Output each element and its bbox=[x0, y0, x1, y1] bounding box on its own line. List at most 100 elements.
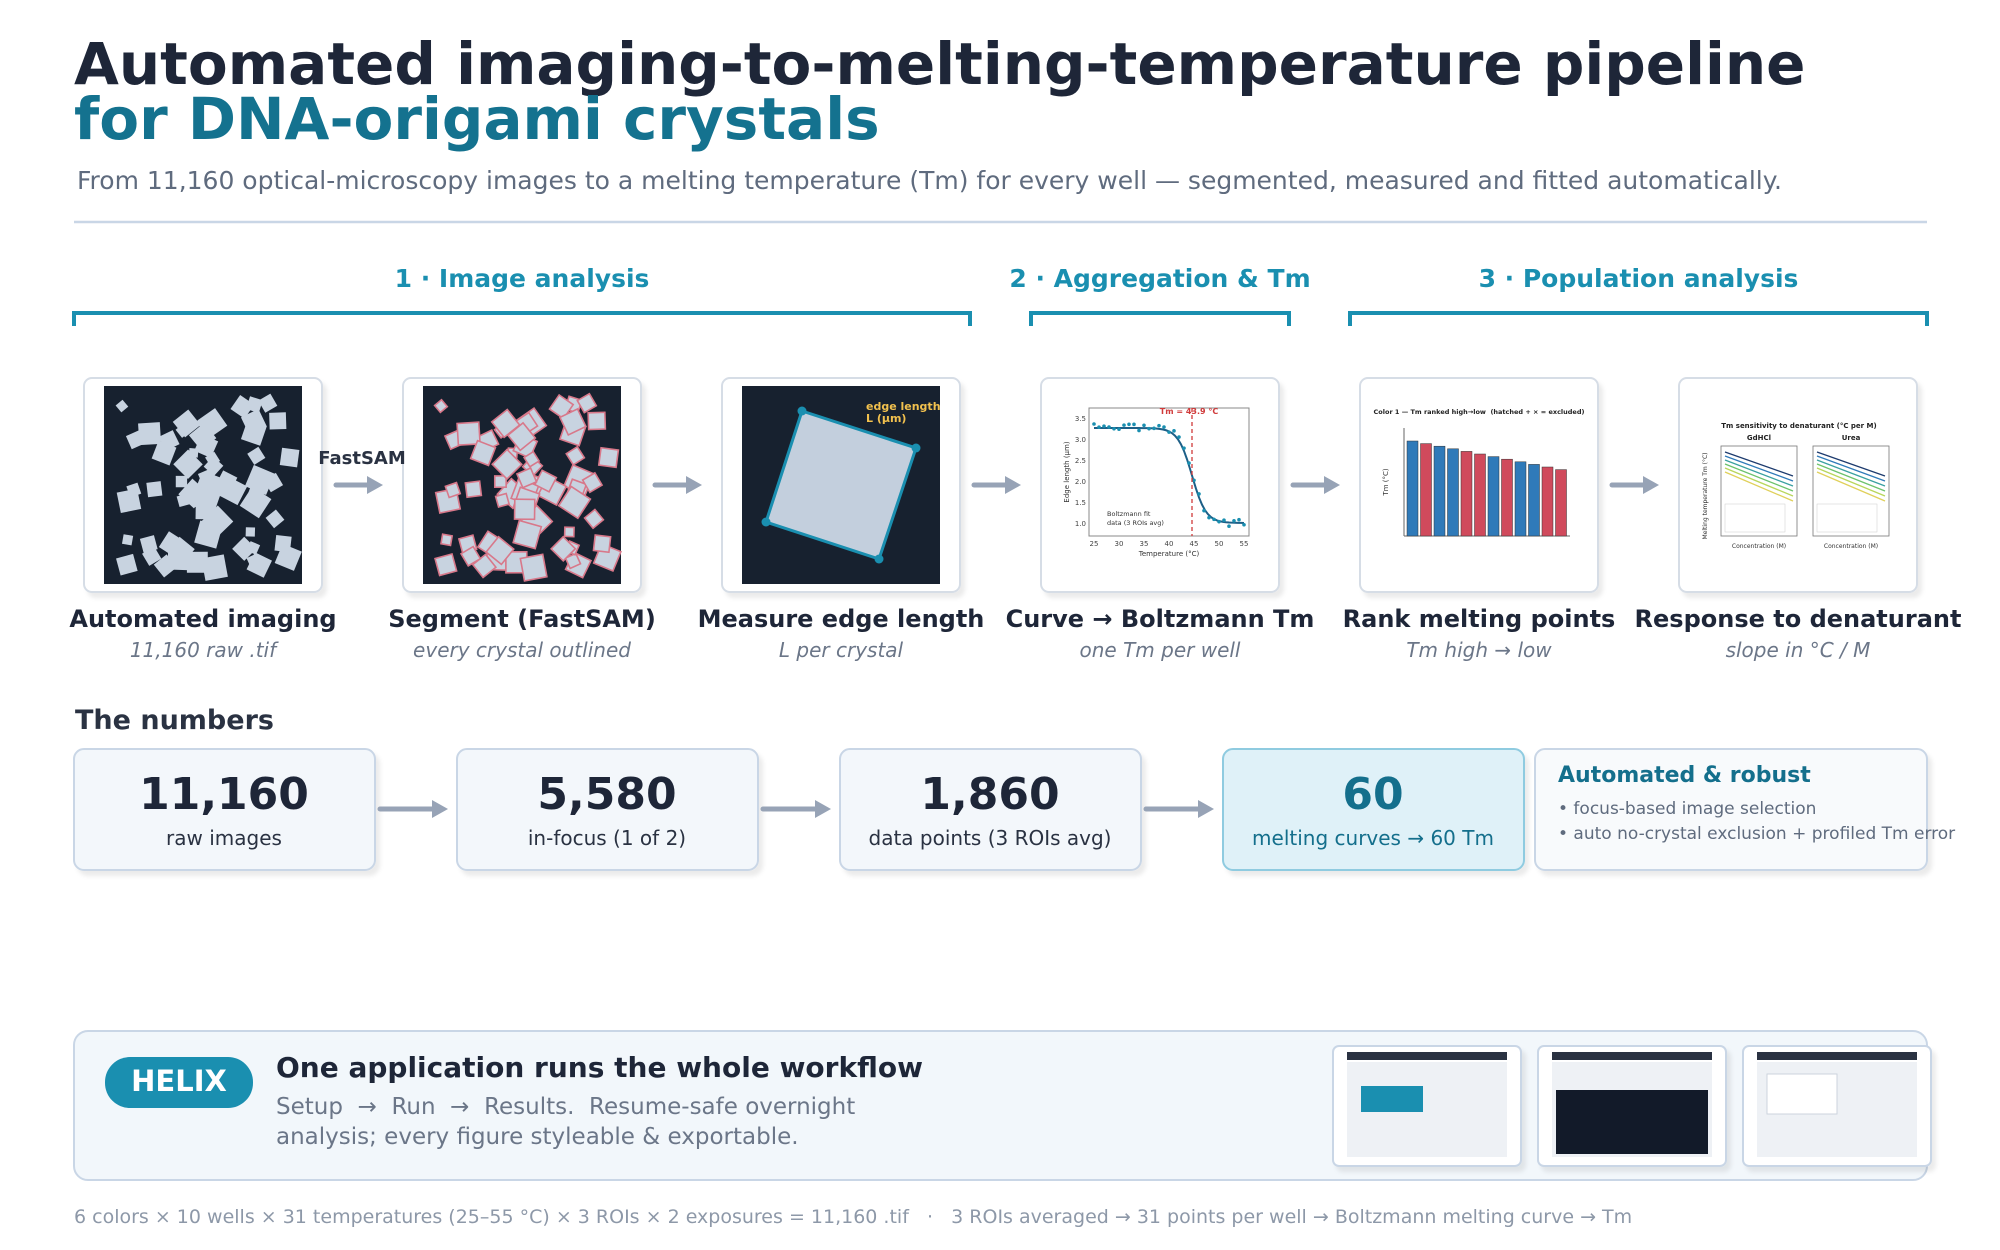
thumb-x-label: Temperature (°C) bbox=[1138, 550, 1200, 558]
section-label: 3 · Population analysis bbox=[1479, 264, 1799, 293]
app-badge-text: HELIX bbox=[131, 1064, 227, 1098]
crystal bbox=[121, 534, 134, 546]
data-dot bbox=[1147, 426, 1151, 431]
data-dot bbox=[1182, 446, 1186, 450]
crystal bbox=[126, 482, 142, 498]
step-caption: one Tm per well bbox=[1080, 638, 1241, 662]
thumb-trend bbox=[1724, 451, 1794, 477]
stat-label: raw images bbox=[166, 826, 282, 850]
thumb-panel: GdHCl bbox=[1747, 434, 1771, 442]
app-text: Setup → Run → Results. Resume-safe overn… bbox=[276, 1094, 855, 1120]
step-title: Response to denaturant bbox=[1635, 605, 1962, 633]
data-dot bbox=[1232, 518, 1236, 523]
crystal bbox=[506, 421, 537, 452]
step-title: Rank melting points bbox=[1343, 605, 1616, 633]
stat-arrow-head bbox=[815, 800, 831, 818]
data-dot bbox=[1227, 524, 1231, 529]
thumb-trend bbox=[1816, 459, 1886, 487]
crystal bbox=[434, 552, 458, 577]
step-card bbox=[1040, 377, 1280, 593]
thumb-tick: 45 bbox=[1190, 540, 1199, 548]
crystal bbox=[557, 485, 592, 520]
thumb-panel: Urea bbox=[1842, 434, 1861, 442]
crystal bbox=[172, 409, 201, 438]
screenshot-header bbox=[1347, 1052, 1507, 1060]
step-card bbox=[1678, 377, 1918, 593]
crystal bbox=[269, 412, 287, 430]
crystal bbox=[491, 448, 523, 481]
step-thumbnail: 25 30 35 40 45 50 55 1.0 1.5 2.0 2.5 3.0 3.5 Tm = 43.… bbox=[1063, 407, 1250, 558]
crystal bbox=[167, 536, 195, 565]
thumb-bar bbox=[1420, 443, 1432, 537]
crystal bbox=[215, 470, 238, 492]
thumb-legend-box bbox=[1816, 503, 1878, 533]
thumb-trend bbox=[1724, 471, 1794, 502]
thumb-title: Tm sensitivity to denaturant (°C per M) bbox=[1721, 422, 1876, 430]
thumb-x-label: Concentration (M) bbox=[1732, 543, 1786, 550]
crystal bbox=[205, 451, 221, 467]
corner-dot bbox=[797, 406, 807, 416]
thumb-trend bbox=[1816, 463, 1886, 492]
app-title: One application runs the whole workflow bbox=[276, 1051, 923, 1084]
crystal bbox=[115, 399, 129, 413]
data-dot bbox=[1202, 508, 1206, 513]
crystal bbox=[116, 553, 138, 576]
step-thumbnail bbox=[104, 386, 302, 584]
crystal bbox=[597, 446, 620, 469]
crystal bbox=[456, 421, 481, 446]
data-dot bbox=[1152, 426, 1156, 431]
section-label: 1 · Image analysis bbox=[395, 264, 650, 293]
data-dot bbox=[1197, 492, 1201, 496]
crystal bbox=[433, 398, 449, 414]
thumb-bar bbox=[1460, 451, 1473, 537]
thumb-bar bbox=[1541, 466, 1554, 537]
step-caption: 11,160 raw .tif bbox=[130, 638, 279, 662]
data-dot bbox=[1177, 435, 1181, 439]
thumb-bar bbox=[1487, 456, 1500, 537]
section-bracket bbox=[1348, 311, 1929, 326]
thumb-tick: 35 bbox=[1140, 540, 1149, 548]
crystal bbox=[201, 554, 228, 581]
section-bracket bbox=[72, 311, 972, 326]
crystal bbox=[279, 447, 300, 468]
thumb-tick: 2.5 bbox=[1075, 457, 1086, 465]
flow-arrow-head bbox=[367, 476, 383, 494]
crystal bbox=[494, 492, 511, 509]
crystal bbox=[138, 422, 162, 446]
data-dot bbox=[1092, 422, 1096, 426]
thumb-y-label: Tm (°C) bbox=[1382, 468, 1390, 496]
robust-bullet: • auto no-crystal exclusion + profiled T… bbox=[1558, 824, 1955, 844]
crystal bbox=[230, 394, 255, 419]
plot-frame bbox=[1088, 407, 1250, 537]
thumb-legend: data (3 ROIs avg) bbox=[1107, 519, 1164, 527]
data-dot bbox=[1107, 425, 1111, 429]
thumb-bar bbox=[1406, 440, 1419, 537]
crystal bbox=[444, 481, 462, 499]
thumb-trend bbox=[1724, 463, 1794, 492]
data-dot bbox=[1127, 422, 1131, 427]
title-line-1: Automated imaging-to-melting-temperature… bbox=[74, 30, 1806, 98]
thumb-bar bbox=[1433, 445, 1446, 537]
stat-value: 60 bbox=[1342, 769, 1403, 820]
crystal bbox=[565, 445, 586, 466]
crystal bbox=[175, 475, 188, 488]
crystal bbox=[186, 551, 208, 573]
data-dot bbox=[1112, 426, 1116, 431]
crystal bbox=[247, 446, 266, 465]
data-dot bbox=[1167, 430, 1171, 434]
thumb-frame bbox=[1812, 445, 1890, 537]
crystal bbox=[493, 475, 507, 489]
crystal bbox=[519, 553, 548, 582]
crystal bbox=[176, 493, 191, 508]
corner-dot bbox=[761, 517, 771, 527]
image-label: edge length bbox=[866, 400, 941, 413]
crystal bbox=[485, 535, 515, 566]
stat-arrow-head bbox=[1198, 800, 1214, 818]
flow-arrow-head bbox=[686, 476, 702, 494]
crystal bbox=[576, 392, 598, 414]
thumb-title: Color 1 — Tm ranked high→low (hatched + … bbox=[1374, 408, 1585, 416]
data-dot bbox=[1172, 429, 1176, 433]
crystal bbox=[550, 535, 577, 563]
data-dot bbox=[1217, 519, 1221, 524]
